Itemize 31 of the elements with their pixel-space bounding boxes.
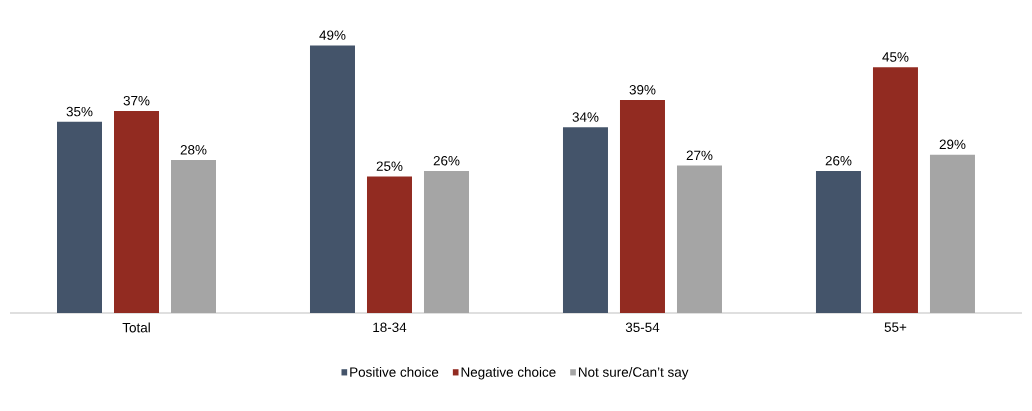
bar <box>619 100 665 313</box>
x-tick-label: Total <box>122 322 150 333</box>
data-label: 45% <box>882 52 909 62</box>
x-tick-label: 55+ <box>884 322 907 332</box>
bar <box>114 110 159 313</box>
bar <box>309 45 355 313</box>
legend-label: Not sure/Can’t say <box>578 366 689 380</box>
bar <box>872 67 918 313</box>
bar <box>676 165 722 313</box>
data-label: 37% <box>123 95 150 106</box>
bar <box>562 127 608 313</box>
data-label: 26% <box>825 155 852 166</box>
x-tick-label: 35-54 <box>625 322 660 333</box>
data-label: 34% <box>572 112 599 122</box>
data-label: 28% <box>180 145 207 155</box>
bar <box>171 160 216 313</box>
bar <box>929 154 975 313</box>
legend-label: Negative choice <box>461 366 556 380</box>
data-label: 25% <box>376 161 403 171</box>
data-label: 26% <box>433 155 460 166</box>
bar <box>423 171 469 313</box>
data-label: 29% <box>939 139 966 150</box>
bar <box>366 176 412 313</box>
x-tick-label: 18-34 <box>373 322 407 333</box>
data-label: 49% <box>319 30 346 40</box>
legend-label: Positive choice <box>350 366 439 377</box>
data-label: 39% <box>629 84 656 95</box>
bar <box>815 171 861 313</box>
bar <box>57 121 102 313</box>
data-label: 35% <box>66 106 93 117</box>
data-label: 27% <box>686 150 713 161</box>
